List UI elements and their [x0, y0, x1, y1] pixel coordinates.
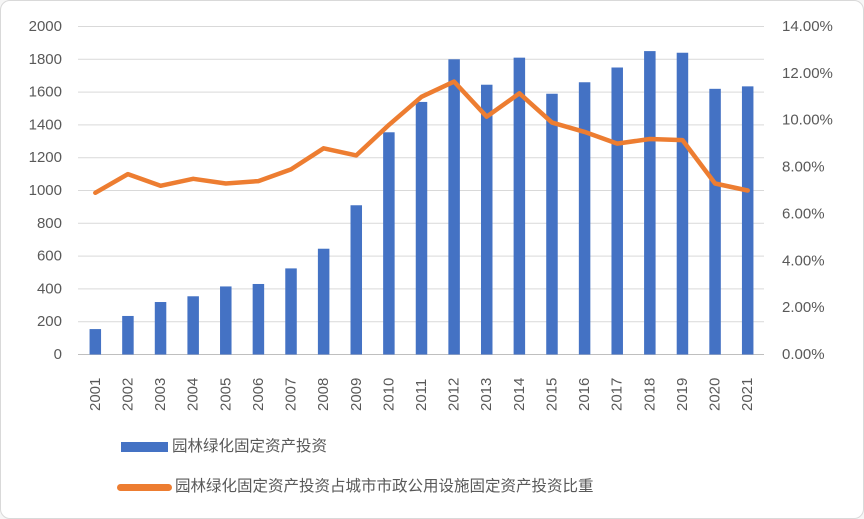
x-axis-label-2001: 2001 [87, 378, 104, 411]
bar-2007[interactable] [285, 268, 297, 355]
x-axis-label-2019: 2019 [674, 378, 691, 411]
x-axis-label-2014: 2014 [511, 378, 528, 411]
bar-2019[interactable] [676, 52, 689, 355]
legend-label-bar-series: 园林绿化固定资产投资 [172, 438, 328, 455]
x-axis-label-2012: 2012 [446, 378, 463, 411]
left-axis-tick-label: 1600 [29, 84, 62, 101]
right-axis-tick-label: 14.00% [782, 18, 833, 35]
bar-2017[interactable] [611, 67, 623, 355]
legend-item-line-series[interactable]: 园林绿化固定资产投资占城市市政公用设施固定资产投资比重 [117, 477, 594, 497]
bar-2010[interactable] [383, 132, 395, 355]
right-axis-tick-label: 4.00% [782, 252, 825, 269]
bar-2008[interactable] [317, 248, 330, 355]
x-axis-label-2003: 2003 [152, 378, 169, 411]
x-axis-label-2006: 2006 [250, 378, 267, 411]
bar-2001[interactable] [89, 329, 102, 355]
x-axis-label-2021: 2021 [739, 378, 756, 411]
bar-2009[interactable] [350, 205, 363, 355]
right-axis-tick-label: 0.00% [782, 346, 825, 363]
bar-2018[interactable] [644, 51, 656, 355]
right-axis-tick-label: 2.00% [782, 299, 825, 316]
bar-2006[interactable] [252, 283, 265, 355]
bar-2004[interactable] [187, 296, 199, 355]
bar-2012[interactable] [448, 59, 460, 355]
x-axis-label-2015: 2015 [543, 378, 560, 411]
x-axis-label-2008: 2008 [315, 378, 332, 411]
bar-2015[interactable] [546, 93, 558, 355]
left-axis-tick-label: 2000 [29, 18, 62, 35]
right-axis-tick-label: 6.00% [782, 205, 825, 222]
left-axis-tick-label: 1800 [29, 51, 62, 68]
percentage-line-series[interactable] [93, 79, 750, 196]
x-axis-label-2017: 2017 [609, 378, 626, 411]
x-axis-label-2004: 2004 [185, 378, 202, 411]
bar-2011[interactable] [415, 101, 428, 355]
bar-2013[interactable] [480, 84, 493, 355]
legend: 园林绿化固定资产投资 园林绿化固定资产投资占城市市政公用设施固定资产投资比重 [117, 437, 594, 497]
x-axis-label-2009: 2009 [348, 378, 365, 411]
x-axis-label-2010: 2010 [380, 378, 397, 411]
bar-2016[interactable] [578, 82, 591, 355]
legend-item-bar-series[interactable]: 园林绿化固定资产投资 [117, 437, 594, 457]
bar-2005[interactable] [220, 286, 232, 355]
bar-2003[interactable] [154, 302, 167, 355]
x-axis-label-2020: 2020 [707, 378, 724, 411]
left-axis-tick-label: 1400 [29, 116, 62, 133]
right-axis-tick-label: 12.00% [782, 65, 833, 82]
bar-2002[interactable] [122, 315, 134, 355]
left-axis-tick-label: 800 [37, 215, 62, 232]
left-axis-tick-label: 0 [54, 346, 62, 363]
bar-2021[interactable] [741, 86, 754, 355]
x-axis-label-2011: 2011 [413, 379, 430, 411]
bar-series-swatch-icon [121, 442, 168, 452]
left-axis-tick-label: 1000 [29, 182, 62, 199]
line-series-swatch-icon [117, 483, 172, 491]
right-axis-tick-label: 8.00% [782, 159, 825, 176]
x-axis-label-2013: 2013 [478, 378, 495, 411]
right-axis-tick-label: 10.00% [782, 112, 833, 129]
x-axis-label-2016: 2016 [576, 378, 593, 411]
x-axis-label-2005: 2005 [217, 378, 234, 411]
x-axis-label-2018: 2018 [641, 378, 658, 411]
left-axis-tick-label: 1200 [29, 149, 62, 166]
bar-2014[interactable] [513, 57, 526, 355]
bar-2020[interactable] [709, 88, 721, 355]
x-axis-label-2007: 2007 [283, 378, 300, 411]
x-axis-label-2002: 2002 [119, 378, 136, 411]
left-axis-tick-label: 600 [37, 248, 62, 265]
left-axis-tick-label: 400 [37, 280, 62, 297]
legend-label-line-series: 园林绿化固定资产投资占城市市政公用设施固定资产投资比重 [175, 478, 594, 495]
left-axis-tick-label: 200 [37, 313, 62, 330]
